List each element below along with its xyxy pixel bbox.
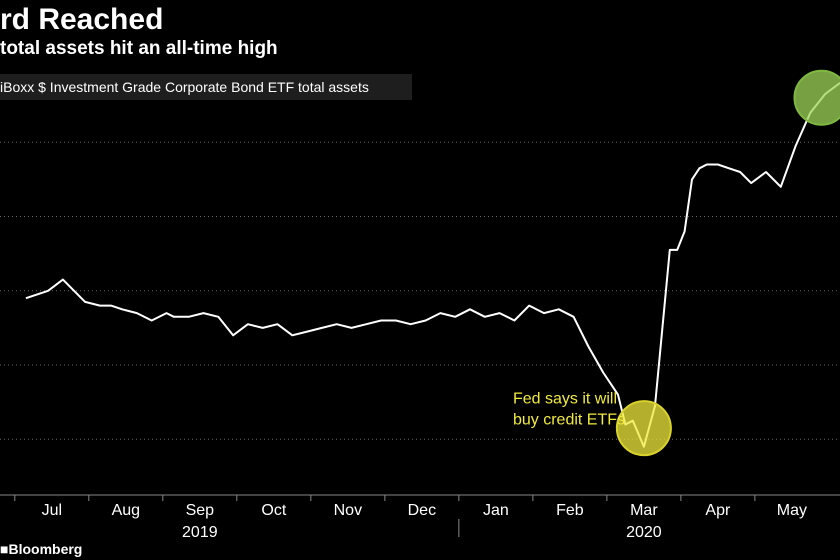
chart-subtitle: total assets hit an all-time high [0,38,278,59]
chart-title: rd Reached [0,3,164,36]
source-credit: ■Bloomberg [0,541,82,557]
series-line [25,82,840,448]
x-tick-label: Dec [408,502,436,519]
x-tick-label: Mar [630,502,658,519]
x-tick-label: Feb [556,502,584,519]
x-tick-label: Jan [483,502,509,519]
annotation-line: Fed says it will [513,391,617,408]
x-tick-label: Aug [112,502,140,519]
annotation-text: Fed says it will buy credit ETFs [513,391,625,429]
legend-entry: iBoxx $ Investment Grade Corporate Bond … [0,74,412,100]
annotation-line: buy credit ETFs [513,412,625,429]
highlight-circle [615,400,672,457]
x-tick-label: Jul [42,502,62,519]
x-tick-label: Oct [261,502,286,519]
x-tick-label: Apr [705,502,731,519]
year-label: 2020 [626,524,662,541]
source-mark: ■ [0,541,9,557]
x-tick-label: Sep [186,502,215,519]
source-label: Bloomberg [8,541,83,557]
x-tick-label: May [777,502,807,519]
x-tick-label: Nov [334,502,362,519]
year-label: 2019 [182,524,218,541]
highlight-circle [793,69,840,126]
